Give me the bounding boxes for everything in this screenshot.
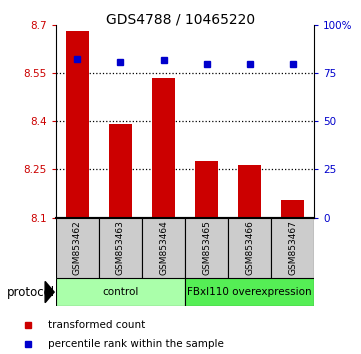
Text: percentile rank within the sample: percentile rank within the sample (48, 339, 223, 349)
Bar (195, 161, 218, 218)
Bar (281, 200, 304, 218)
Bar (56, 218, 99, 278)
Text: GSM853465: GSM853465 (202, 220, 211, 275)
Bar (66, 31, 89, 218)
Text: GSM853464: GSM853464 (159, 221, 168, 275)
Text: GSM853463: GSM853463 (116, 220, 125, 275)
Bar (185, 278, 314, 306)
Bar (238, 165, 261, 218)
Bar (142, 218, 185, 278)
Text: GSM853466: GSM853466 (245, 220, 254, 275)
Text: FBxl110 overexpression: FBxl110 overexpression (187, 287, 312, 297)
Text: protocol: protocol (7, 286, 55, 298)
Text: control: control (102, 287, 139, 297)
Bar (56, 278, 185, 306)
Bar (271, 218, 314, 278)
Polygon shape (45, 281, 54, 303)
Bar (185, 218, 228, 278)
Bar (99, 218, 142, 278)
Text: GSM853467: GSM853467 (288, 220, 297, 275)
Text: GDS4788 / 10465220: GDS4788 / 10465220 (106, 12, 255, 27)
Text: GSM853462: GSM853462 (73, 221, 82, 275)
Bar (152, 78, 175, 218)
Bar (109, 125, 132, 218)
Text: transformed count: transformed count (48, 320, 145, 330)
Bar (228, 218, 271, 278)
